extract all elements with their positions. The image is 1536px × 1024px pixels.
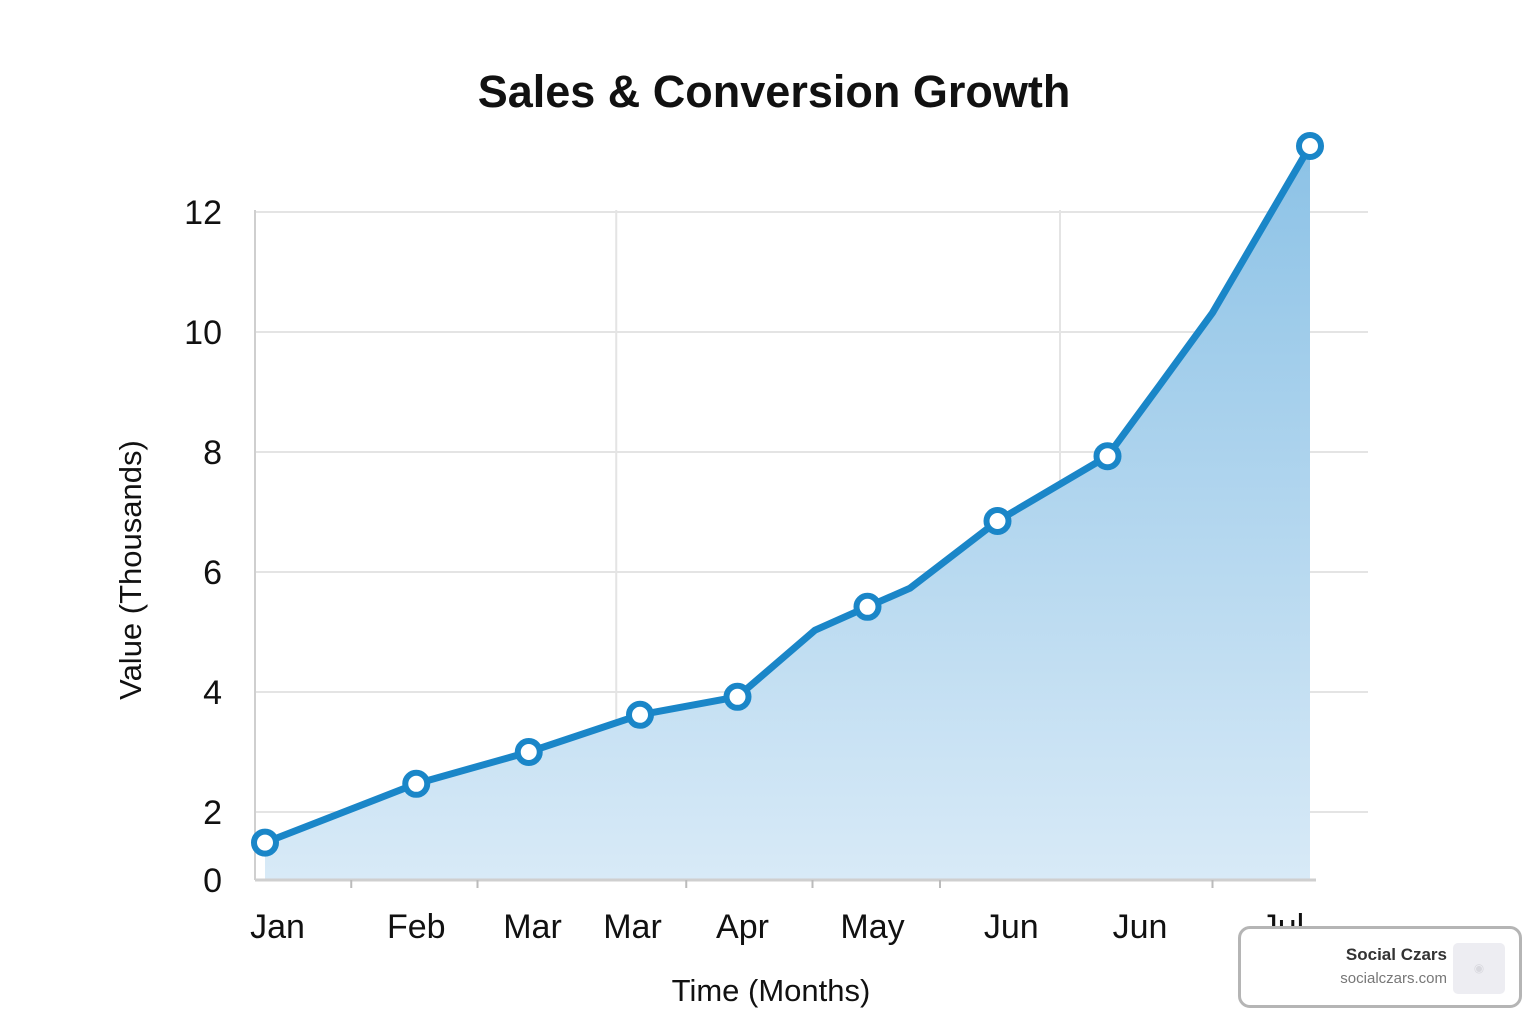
x-tick-label: Mar: [503, 908, 562, 946]
area-layer: [265, 146, 1310, 880]
y-tick-label: 4: [203, 674, 222, 712]
social-czars-logo-icon: ◉: [1453, 943, 1505, 994]
axes: 024681012JanFebMarMarAprMayJunJunJul: [184, 194, 1316, 946]
y-tick-label: 2: [203, 794, 222, 832]
x-tick-label: Jun: [1113, 908, 1168, 946]
grid: [255, 210, 1368, 880]
chart-title: Sales & Conversion Growth: [478, 66, 1071, 117]
y-tick-label: 8: [203, 434, 222, 472]
x-tick-label: Mar: [603, 908, 662, 946]
data-point: [723, 682, 752, 711]
x-tick-label: Jun: [984, 908, 1039, 946]
watermark-badge: Social Czars socialczars.com ◉: [1238, 926, 1522, 1008]
data-point: [1093, 442, 1122, 471]
series-layer: [251, 132, 1324, 857]
data-point: [402, 769, 431, 798]
x-tick-label: Apr: [716, 908, 769, 946]
x-tick-label: May: [840, 908, 904, 946]
data-point: [251, 828, 279, 857]
x-axis-title: Time (Months): [672, 973, 871, 1008]
x-tick-label: Jan: [250, 908, 305, 946]
area-fill: [265, 146, 1310, 880]
data-point: [514, 738, 543, 766]
y-tick-label: 12: [184, 194, 222, 232]
y-axis-title: Value (Thousands): [113, 440, 148, 700]
badge-name: Social Czars: [1345, 945, 1447, 964]
data-point: [853, 592, 882, 621]
y-tick-label: 10: [184, 314, 222, 352]
y-tick-label: 6: [203, 554, 222, 592]
badge-url: socialczars.com: [1340, 970, 1447, 987]
y-tick-label: 0: [203, 862, 222, 900]
x-tick-label: Feb: [387, 908, 446, 946]
data-point: [1296, 132, 1324, 160]
data-point: [626, 700, 654, 729]
data-point: [983, 507, 1012, 535]
